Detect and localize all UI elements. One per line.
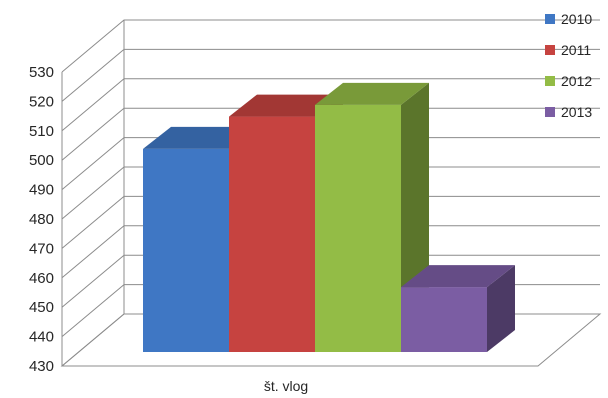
legend-item-2010: 2010 xyxy=(545,11,592,27)
floor-outline xyxy=(60,313,602,367)
y-tick-label: 510 xyxy=(29,123,54,140)
legend-swatch xyxy=(545,107,555,117)
legend: 2010 2011 2012 2013 xyxy=(545,11,592,120)
bar-front xyxy=(401,287,487,352)
bar-top xyxy=(143,126,257,149)
gridline xyxy=(61,19,600,73)
y-tick-label: 450 xyxy=(29,299,54,316)
gridlines xyxy=(61,19,600,367)
legend-label: 2011 xyxy=(561,42,591,58)
bars xyxy=(143,82,515,352)
legend-swatch xyxy=(545,14,555,24)
bar-2013 xyxy=(401,265,515,352)
bar-front xyxy=(229,116,315,352)
legend-label: 2010 xyxy=(561,11,592,27)
legend-label: 2012 xyxy=(561,73,592,89)
y-tick-label: 520 xyxy=(29,93,54,110)
y-tick-label: 490 xyxy=(29,182,54,199)
y-tick-label: 430 xyxy=(29,358,54,375)
y-tick-label: 470 xyxy=(29,240,54,257)
legend-item-2011: 2011 xyxy=(545,42,591,58)
y-tick-label: 440 xyxy=(29,329,54,346)
bar-2012 xyxy=(315,82,429,352)
bar-front xyxy=(143,148,229,352)
y-tick-label: 530 xyxy=(29,64,54,81)
legend-swatch xyxy=(545,76,555,86)
y-tick-label: 460 xyxy=(29,270,54,287)
y-tick-label: 500 xyxy=(29,152,54,169)
bar-top xyxy=(315,82,429,105)
bar-top xyxy=(229,94,343,117)
legend-label: 2013 xyxy=(561,104,592,120)
legend-swatch xyxy=(545,45,555,55)
legend-item-2012: 2012 xyxy=(545,73,592,89)
y-axis-ticks: 430 440 450 460 470 480 490 500 510 520 530 xyxy=(29,64,54,375)
y-tick-label: 480 xyxy=(29,211,54,228)
bar-side xyxy=(487,265,515,352)
legend-item-2013: 2013 xyxy=(545,104,592,120)
bar-top xyxy=(401,265,515,288)
chart-floor xyxy=(60,313,602,367)
x-axis-labels: št. vlog xyxy=(264,378,308,394)
bar-front xyxy=(315,104,401,352)
x-category-label: št. vlog xyxy=(264,378,308,394)
